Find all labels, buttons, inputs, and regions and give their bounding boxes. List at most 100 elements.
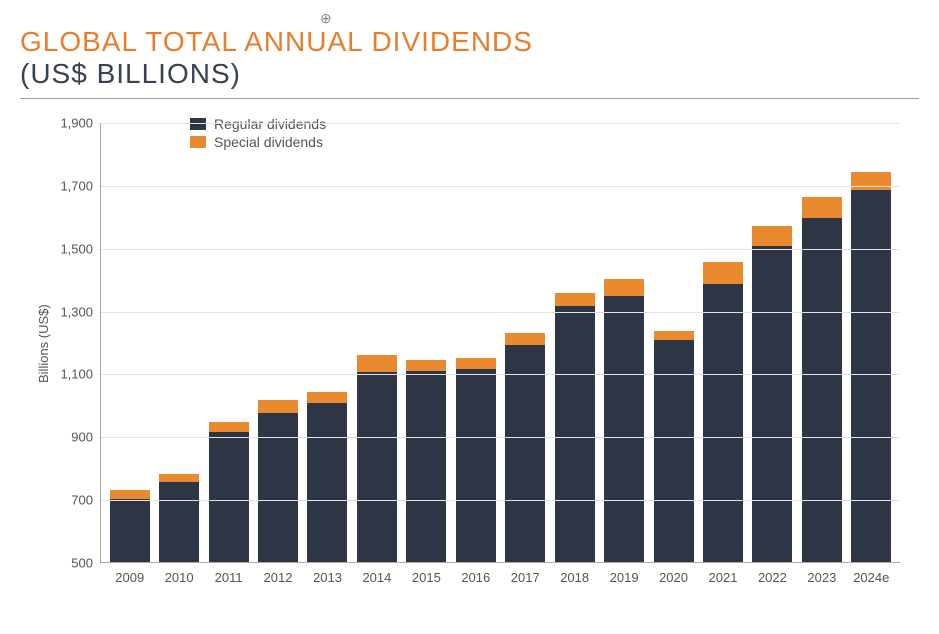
- bar: [209, 422, 249, 562]
- grid-line: [101, 500, 900, 501]
- bar-segment-special: [703, 262, 743, 284]
- plot-area: 2009201020112012201320142015201620172018…: [100, 123, 900, 563]
- bar: [654, 331, 694, 562]
- x-tick-label: 2019: [610, 570, 639, 585]
- x-tick-label: 2017: [511, 570, 540, 585]
- x-tick-label: 2022: [758, 570, 787, 585]
- bar-segment-regular: [555, 306, 595, 562]
- bar-segment-special: [604, 279, 644, 296]
- bar-slot: 2016: [451, 123, 500, 562]
- chart-title-sub: (US$ BILLIONS): [20, 58, 919, 90]
- bar-segment-regular: [110, 499, 150, 562]
- x-tick-label: 2009: [115, 570, 144, 585]
- y-tick-label: 1,900: [60, 116, 93, 131]
- grid-line: [101, 312, 900, 313]
- bar-segment-special: [505, 333, 545, 346]
- x-tick-label: 2020: [659, 570, 688, 585]
- y-tick-label: 500: [71, 556, 93, 571]
- x-tick-label: 2024e: [853, 570, 889, 585]
- bar: [851, 172, 891, 562]
- bar-segment-regular: [802, 218, 842, 562]
- grid-line: [101, 437, 900, 438]
- bars-container: 2009201020112012201320142015201620172018…: [101, 123, 900, 562]
- bar: [456, 358, 496, 562]
- bar-segment-special: [406, 360, 446, 371]
- bar-segment-regular: [456, 369, 496, 562]
- grid-line: [101, 249, 900, 250]
- bar-slot: 2023: [797, 123, 846, 562]
- x-tick-label: 2023: [807, 570, 836, 585]
- bar-segment-regular: [307, 403, 347, 562]
- grid-line: [101, 186, 900, 187]
- x-tick-label: 2015: [412, 570, 441, 585]
- bar-segment-regular: [851, 190, 891, 562]
- y-tick-label: 1,100: [60, 367, 93, 382]
- bar-segment-special: [752, 226, 792, 246]
- bar-segment-regular: [406, 371, 446, 562]
- y-tick-label: 1,300: [60, 304, 93, 319]
- bar: [357, 355, 397, 562]
- bar-segment-special: [159, 474, 199, 482]
- bar-segment-special: [307, 392, 347, 403]
- bar: [802, 197, 842, 562]
- bar: [505, 333, 545, 562]
- bar: [703, 262, 743, 562]
- bar-segment-special: [851, 172, 891, 189]
- x-tick-label: 2021: [709, 570, 738, 585]
- x-tick-label: 2016: [461, 570, 490, 585]
- y-tick-label: 700: [71, 493, 93, 508]
- bar: [604, 279, 644, 562]
- bar-segment-special: [209, 422, 249, 431]
- x-tick-label: 2010: [165, 570, 194, 585]
- x-tick-label: 2013: [313, 570, 342, 585]
- bar-segment-regular: [752, 246, 792, 562]
- magnify-icon: ⊕: [320, 10, 919, 26]
- y-tick-label: 1,500: [60, 241, 93, 256]
- bar-slot: 2015: [402, 123, 451, 562]
- bar-segment-special: [802, 197, 842, 217]
- bar-segment-special: [555, 293, 595, 306]
- x-tick-label: 2011: [215, 570, 243, 585]
- bar-segment-regular: [357, 372, 397, 562]
- bar-slot: 2010: [154, 123, 203, 562]
- bar-segment-regular: [505, 345, 545, 562]
- bar-slot: 2009: [105, 123, 154, 562]
- bar-slot: 2013: [303, 123, 352, 562]
- bar-segment-regular: [209, 432, 249, 562]
- bar-segment-regular: [159, 482, 199, 562]
- bar-slot: 2014: [352, 123, 401, 562]
- bar-segment-special: [456, 358, 496, 369]
- y-axis-label: Billions (US$): [36, 304, 51, 383]
- bar-slot: 2022: [748, 123, 797, 562]
- grid-line: [101, 123, 900, 124]
- bar-slot: 2024e: [847, 123, 896, 562]
- bar-segment-regular: [703, 284, 743, 562]
- bar-segment-special: [654, 331, 694, 340]
- bar-segment-special: [357, 355, 397, 372]
- grid-line: [101, 374, 900, 375]
- bar-segment-regular: [604, 296, 644, 562]
- bar-slot: 2019: [599, 123, 648, 562]
- bar: [752, 226, 792, 562]
- title-divider: [20, 98, 919, 99]
- x-tick-label: 2018: [560, 570, 589, 585]
- bar-slot: 2021: [698, 123, 747, 562]
- y-tick-label: 1,700: [60, 178, 93, 193]
- bar: [258, 400, 298, 562]
- bar-slot: 2011: [204, 123, 253, 562]
- bar-segment-regular: [258, 413, 298, 562]
- dividends-chart: Regular dividendsSpecial dividends Billi…: [30, 113, 910, 603]
- bar-slot: 2018: [550, 123, 599, 562]
- bar: [307, 392, 347, 562]
- x-tick-label: 2014: [362, 570, 391, 585]
- bar-segment-special: [110, 490, 150, 499]
- bar: [406, 360, 446, 562]
- bar-slot: 2012: [253, 123, 302, 562]
- chart-title-main: GLOBAL TOTAL ANNUAL DIVIDENDS: [20, 26, 919, 58]
- bar: [159, 474, 199, 562]
- bar-slot: 2017: [501, 123, 550, 562]
- y-tick-label: 900: [71, 430, 93, 445]
- bar-segment-special: [258, 400, 298, 413]
- bar-slot: 2020: [649, 123, 698, 562]
- bar: [555, 293, 595, 562]
